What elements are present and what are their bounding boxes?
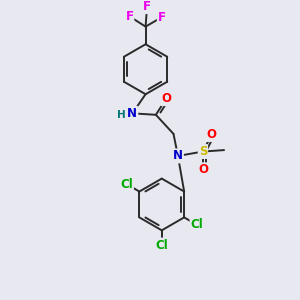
Text: S: S [199,145,207,158]
Text: Cl: Cl [120,178,133,191]
Text: O: O [198,163,208,176]
Text: Cl: Cl [190,218,203,231]
Text: O: O [161,92,171,105]
Text: F: F [143,0,151,13]
Text: Cl: Cl [155,238,168,251]
Text: H: H [117,110,126,120]
Text: F: F [158,11,166,24]
Text: O: O [207,128,217,141]
Text: N: N [128,107,137,120]
Text: F: F [125,10,134,23]
Text: N: N [173,149,183,163]
